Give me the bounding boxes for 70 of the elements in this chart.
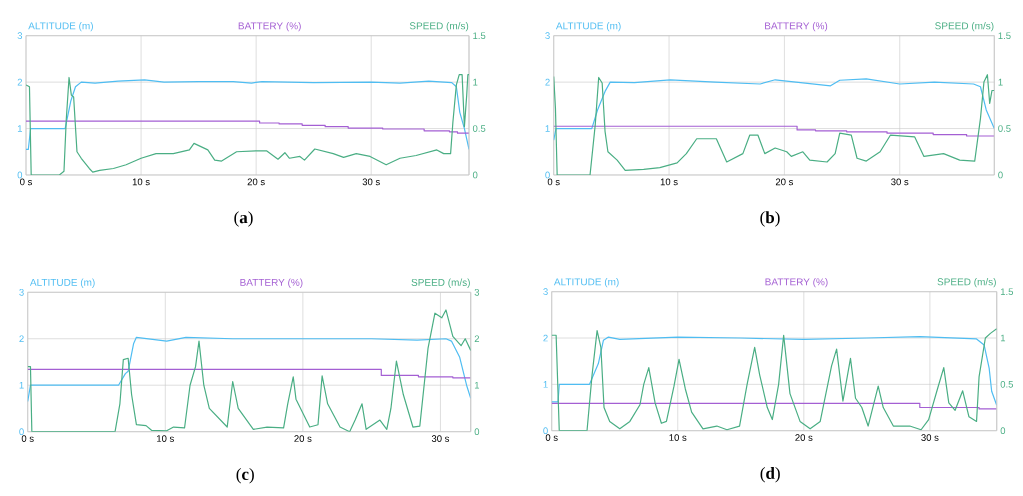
y-tick-label: 1 xyxy=(543,381,548,388)
line-series xyxy=(551,336,997,406)
y-tick-label: 0 xyxy=(19,428,24,436)
text: BATTERY (%) xyxy=(238,22,301,32)
y2-tick-label: 0 xyxy=(474,428,480,436)
x-tick-label: 20 s xyxy=(795,434,813,441)
y2-tick-label: 0.5 xyxy=(1000,380,1014,388)
line-series xyxy=(26,79,470,151)
x-tick-label: 30 s xyxy=(891,178,909,186)
line-series xyxy=(27,309,471,432)
text: BATTERY (%) xyxy=(765,22,828,32)
x-tick-label: 10 s xyxy=(660,178,678,186)
text: SPEED (m/s) xyxy=(935,22,994,32)
text: ALTITUDE (m) xyxy=(29,278,95,288)
line-series xyxy=(26,74,470,175)
text: (c) xyxy=(236,467,254,484)
text: BATTERY (%) xyxy=(240,278,303,288)
y-tick-label: 2 xyxy=(19,335,24,343)
y2-tick-label: 1 xyxy=(1000,334,1006,342)
x-tick-label: 0 s xyxy=(547,178,560,186)
text: SPEED (m/s) xyxy=(937,278,996,288)
x-tick-label: 30 s xyxy=(921,434,939,441)
line-series xyxy=(551,328,997,431)
x-tick-label: 20 s xyxy=(294,435,312,442)
text: ALTITUDE (m) xyxy=(28,22,93,32)
x-tick-label: 0 s xyxy=(20,178,32,186)
y-tick-label: 0 xyxy=(545,171,550,179)
y2-tick-label: 1 xyxy=(998,78,1003,86)
y-tick-label: 1 xyxy=(19,381,24,389)
y2-tick-label: 1.5 xyxy=(998,32,1011,39)
y-tick-label: 2 xyxy=(17,78,23,86)
y-tick-label: 3 xyxy=(17,32,23,40)
y-tick-label: 1 xyxy=(545,125,550,132)
text: (a) xyxy=(234,211,253,227)
y2-tick-label: 0.5 xyxy=(998,125,1011,132)
text: ALTITUDE (m) xyxy=(555,22,621,32)
y2-tick-label: 0 xyxy=(472,171,478,179)
y2-tick-label: 1.5 xyxy=(473,32,486,39)
y-tick-label: 3 xyxy=(19,288,24,296)
y-tick-label: 3 xyxy=(545,32,550,40)
y-tick-label: 2 xyxy=(545,78,550,86)
x-tick-label: 0 s xyxy=(21,435,34,442)
x-tick-label: 20 s xyxy=(775,178,794,186)
y-tick-label: 2 xyxy=(543,334,548,342)
y-tick-label: 0 xyxy=(17,171,23,179)
y-tick-label: 0 xyxy=(543,427,548,435)
x-tick-label: 30 s xyxy=(362,178,380,186)
y2-tick-label: 1.5 xyxy=(1000,288,1014,295)
y2-tick-label: 1 xyxy=(474,381,480,389)
y2-tick-label: 0 xyxy=(998,171,1003,179)
x-tick-label: 0 s xyxy=(545,434,558,441)
y2-tick-label: 0 xyxy=(1000,427,1006,435)
text: (b) xyxy=(760,211,780,227)
line-series xyxy=(553,78,995,141)
x-tick-label: 10 s xyxy=(669,434,687,441)
text: SPEED (m/s) xyxy=(411,278,470,288)
y2-tick-label: 3 xyxy=(474,288,480,296)
y-tick-label: 1 xyxy=(17,125,23,132)
y2-tick-label: 0.5 xyxy=(472,125,486,132)
y2-tick-label: 2 xyxy=(474,335,480,343)
x-tick-label: 10 s xyxy=(132,178,150,186)
text: ALTITUDE (m) xyxy=(553,278,619,288)
text: (d) xyxy=(760,466,780,483)
text: BATTERY (%) xyxy=(765,278,828,288)
x-tick-label: 20 s xyxy=(247,178,265,186)
x-tick-label: 30 s xyxy=(431,435,450,442)
y-tick-label: 3 xyxy=(543,288,548,296)
text: SPEED (m/s) xyxy=(409,22,469,32)
y2-tick-label: 1 xyxy=(473,78,478,86)
x-tick-label: 10 s xyxy=(157,435,174,442)
